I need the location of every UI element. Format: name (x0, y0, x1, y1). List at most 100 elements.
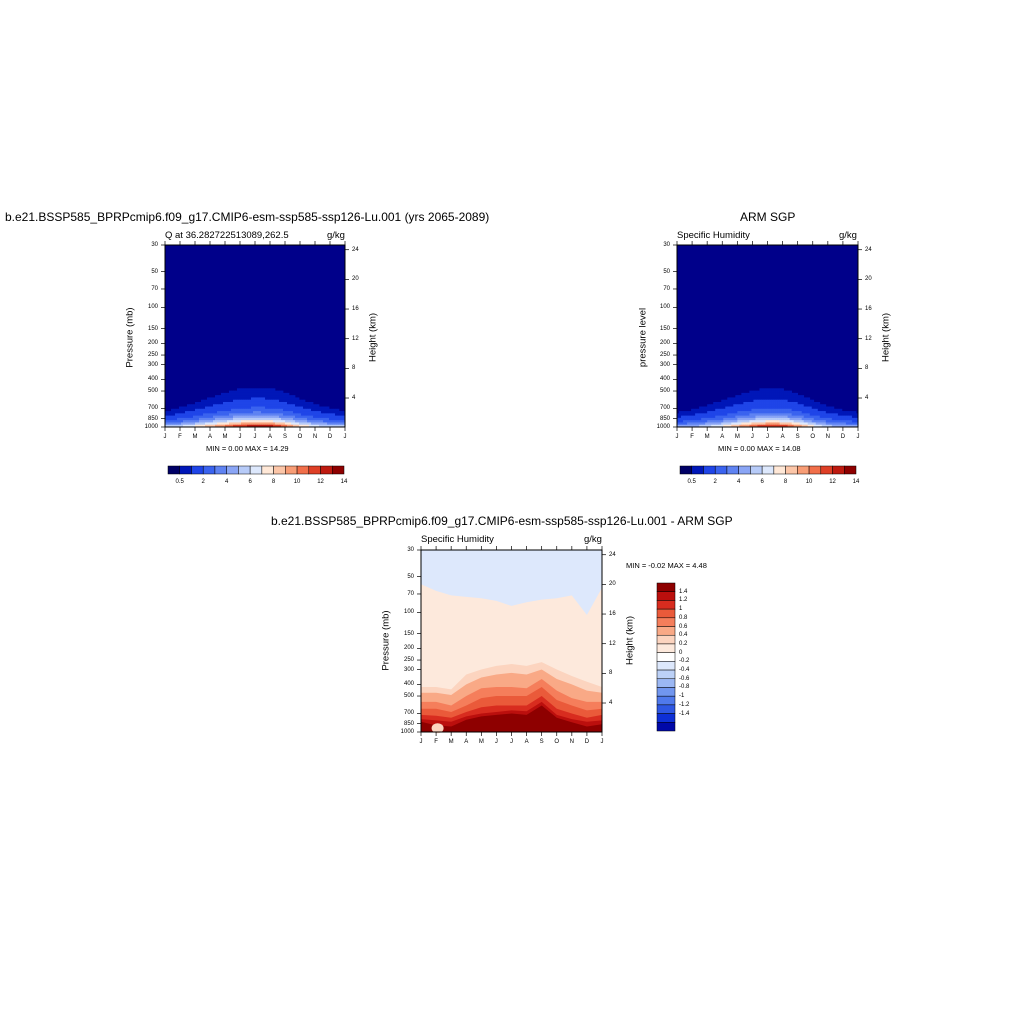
panel2-contour-cell (739, 424, 742, 428)
panel1-contour-cell (187, 420, 190, 423)
panel2-contour-cell (769, 424, 772, 428)
panel3-colorbar-box (656, 713, 676, 723)
panel2-contour-cell (753, 411, 756, 414)
panel2-contour-cell (809, 401, 813, 405)
panel2-contour-cell (805, 408, 809, 412)
panel1-contour-cell (335, 420, 338, 423)
panel2-contour-cell (759, 415, 762, 419)
panel1-contour-cell (333, 417, 336, 421)
panel1-contour-cell (249, 420, 252, 423)
panel1-contour-cell (203, 413, 206, 416)
panel1-contour-cell (331, 422, 334, 426)
panel1-contour-cell (277, 397, 280, 401)
panel2-colorbar-box (714, 465, 728, 475)
panel1-contour-cell (233, 404, 236, 407)
panel2-contour-cell (841, 422, 845, 426)
panel1-contour-cell (169, 411, 172, 414)
panel1-contour-cell (213, 411, 216, 414)
panel2-contour-cell (797, 411, 801, 414)
panel2-contour-cell (757, 390, 760, 394)
panel2-contour-cell (815, 413, 819, 416)
panel2-contour-cell (763, 397, 766, 401)
panel1-contour-cell (265, 408, 268, 412)
panel2-contour-cell (733, 408, 736, 412)
panel1-contour-cell (197, 404, 200, 407)
panel1-contour-cell (231, 415, 234, 419)
panel1-contour-cell (263, 388, 266, 391)
panel2-contour-cell (763, 422, 766, 426)
panel2-contour-cell (721, 417, 724, 421)
panel1-contour-cell (203, 417, 206, 421)
panel1-contour-cell (207, 408, 210, 412)
panel1-contour-cell (191, 420, 194, 423)
panel2-contour-cell (763, 399, 766, 403)
panel1-contour-cell (197, 401, 200, 405)
panel2-contour-cell (821, 411, 825, 414)
panel1-contour-cell (287, 413, 290, 416)
panel2-contour-cell (781, 424, 784, 428)
panel2-contour-cell (773, 395, 776, 398)
panel1-contour-cell (177, 422, 180, 426)
panel2-contour-cell (835, 420, 839, 423)
panel1-contour-cell (341, 420, 344, 423)
panel1-contour-cell (279, 422, 282, 426)
panel2-contour-cell (777, 420, 780, 423)
panel3-colorbar-label: 1.4 (679, 588, 688, 595)
panel2-contour-cell (841, 411, 845, 414)
panel1-contour-cell (209, 399, 212, 403)
panel2-contour-cell (761, 411, 764, 414)
panel1-contour-cell (273, 392, 276, 396)
panel2-contour-cell (791, 408, 794, 412)
panel2-contour-cell (761, 408, 764, 412)
panel2-contour-cell (849, 417, 853, 421)
panel2-contour-cell (781, 406, 784, 410)
panel1-contour-cell (231, 408, 234, 412)
panel2-contour-cell (703, 411, 706, 414)
panel1-contour-cell (285, 408, 288, 412)
panel1-contour-cell (313, 422, 316, 426)
panel2-contour-cell (751, 424, 754, 428)
panel1-contour-cell (229, 397, 232, 401)
panel1-contour-cell (311, 406, 314, 410)
panel1-contour-cell (251, 406, 254, 410)
panel1-contour-cell (327, 417, 330, 421)
panel2-x-tick-label: A (780, 434, 785, 440)
panel2-contour-cell (727, 399, 730, 403)
panel1-contour-cell (191, 413, 194, 416)
panel1-contour-cell (263, 390, 266, 394)
panel1-contour-cell (171, 415, 174, 419)
panel1-contour-cell (315, 422, 318, 426)
panel2-colorbar-label: 8 (783, 479, 788, 485)
panel1-contour-cell (205, 413, 208, 416)
panel2-contour-cell (715, 408, 718, 412)
panel2-contour-cell (745, 395, 748, 398)
panel2-contour-cell (681, 422, 684, 426)
panel3-colorbar-label: 0 (679, 649, 683, 656)
panel2-contour-cell (761, 395, 764, 398)
panel1-contour-cell (239, 417, 242, 421)
panel2-contour-cell (769, 397, 772, 401)
panel1-contour-cell (275, 404, 278, 407)
panel2-contour-cell (777, 404, 780, 407)
panel1-contour-cell (243, 406, 246, 410)
panel1-contour-cell (243, 424, 246, 428)
panel2-contour-cell (839, 411, 843, 414)
panel1-contour-cell (227, 424, 230, 428)
panel2-contour-cell (747, 399, 750, 403)
panel2-contour-cell (749, 415, 752, 419)
panel2-x-tick-label: S (795, 434, 800, 440)
panel2-contour-cell (713, 415, 716, 419)
panel3-x-tick-label: D (584, 739, 590, 745)
panel1-contour-cell (307, 422, 310, 426)
panel1-contour-cell (247, 397, 250, 401)
panel1-contour-cell (255, 392, 258, 396)
panel2-contour-cell (855, 413, 859, 416)
panel1-contour-cell (269, 404, 272, 407)
panel2-contour-cell (791, 406, 794, 410)
panel1-contour-cell (213, 399, 216, 403)
panel1-contour-cell (249, 417, 252, 421)
panel2-contour-cell (747, 411, 750, 414)
panel2-contour-cell (747, 404, 750, 407)
panel1-contour-cell (281, 390, 284, 394)
panel1-contour-cell (287, 415, 290, 419)
